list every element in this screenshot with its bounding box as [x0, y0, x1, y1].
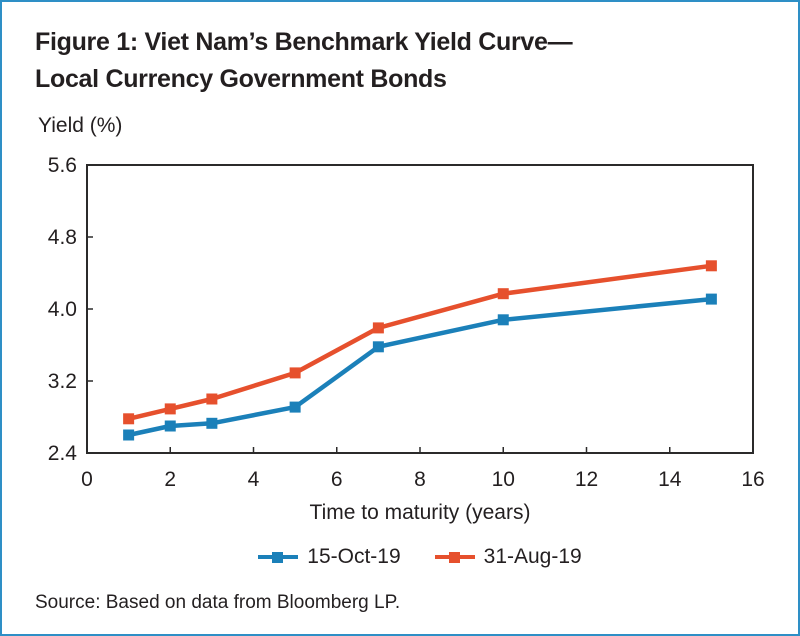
legend-marker-icon: [258, 551, 299, 563]
x-axis-tick-label: 6: [331, 468, 343, 491]
x-axis-tick-label: 12: [575, 468, 598, 491]
data-point-31-aug-19-1y: [123, 413, 135, 425]
data-point-31-aug-19-3y: [206, 393, 218, 405]
figure-title-line-1: Figure 1: Viet Nam’s Benchmark Yield Cur…: [35, 28, 573, 56]
y-axis-title: Yield (%): [38, 114, 123, 137]
x-axis-tick-label: 4: [248, 468, 260, 491]
x-axis-tick-label: 8: [414, 468, 426, 491]
y-axis-tick-label: 4.8: [48, 226, 77, 249]
data-point-31-aug-19-15y: [705, 260, 717, 272]
legend-marker-icon: [434, 551, 475, 563]
y-axis-tick-label: 4.0: [48, 298, 77, 321]
y-axis-tick-label: 2.4: [48, 442, 78, 465]
legend-label: 31-Aug-19: [483, 545, 582, 568]
plot-border: [86, 164, 754, 454]
x-axis-tick-label: 0: [81, 468, 93, 491]
figure-title-line-2: Local Currency Government Bonds: [35, 65, 447, 93]
data-point-15-oct-19-2y: [164, 420, 176, 432]
data-point-31-aug-19-5y: [289, 367, 301, 379]
x-axis-title: Time to maturity (years): [309, 501, 531, 524]
data-point-31-aug-19-10y: [497, 288, 509, 300]
x-axis-tick-label: 2: [164, 468, 176, 491]
y-axis-tick-label: 5.6: [48, 154, 77, 177]
legend-marker-square: [448, 551, 460, 563]
data-point-15-oct-19-3y: [206, 417, 218, 429]
source-note: Source: Based on data from Bloomberg LP.: [35, 592, 401, 613]
data-point-15-oct-19-7y: [372, 341, 384, 353]
data-point-15-oct-19-5y: [289, 401, 301, 413]
data-point-15-oct-19-1y: [123, 429, 135, 441]
legend-marker-square: [272, 551, 284, 563]
figure-title: Figure 1: Viet Nam’s Benchmark Yield Cur…: [35, 24, 573, 98]
data-point-15-oct-19-15y: [705, 293, 717, 305]
chart-legend: 15-Oct-19 31-Aug-19: [87, 545, 753, 569]
data-point-15-oct-19-10y: [497, 314, 509, 326]
legend-item-31-aug-19: 31-Aug-19: [434, 545, 582, 569]
x-axis-tick-label: 14: [658, 468, 682, 491]
legend-item-15-oct-19: 15-Oct-19: [258, 545, 401, 569]
data-point-31-aug-19-7y: [372, 322, 384, 334]
series-line-15-oct-19: [126, 296, 714, 438]
y-axis-tick-label: 3.2: [48, 370, 77, 393]
x-axis-tick-label: 16: [741, 468, 764, 491]
legend-label: 15-Oct-19: [307, 545, 401, 568]
data-point-31-aug-19-2y: [164, 403, 176, 415]
x-axis-tick-label: 10: [492, 468, 515, 491]
